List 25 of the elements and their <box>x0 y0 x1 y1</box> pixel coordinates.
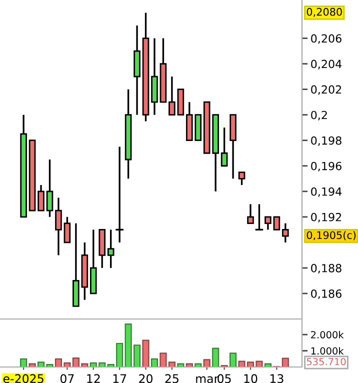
y-tick-label: 0,188 <box>311 264 342 274</box>
y-tick-label: 0,192 <box>311 212 342 222</box>
x-tick-label: 25 <box>165 374 178 383</box>
x-tick-label: 05 <box>218 374 231 383</box>
y-tick-label: 2.000k <box>311 330 344 338</box>
x-tick-label: e-2025 <box>3 374 44 383</box>
x-tick-label: 12 <box>87 374 100 383</box>
y-tick-label: 0,196 <box>311 162 342 172</box>
x-tick-label: 10 <box>244 374 258 383</box>
x-tick-label: mar <box>196 376 219 383</box>
y-tick-label: 0,194 <box>311 187 342 197</box>
y-tick-label: 0,186 <box>311 289 342 299</box>
y-tick-label: 0,206 <box>311 34 342 44</box>
x-tick-label: 07 <box>60 374 74 383</box>
y-tick-label: 0,2 <box>311 110 327 120</box>
text: 0,1905(c) <box>306 231 356 240</box>
y-tick-label: 0,202 <box>311 85 342 95</box>
y-tick-label: 0,198 <box>311 136 342 146</box>
y-tick-label: 0,204 <box>311 60 342 70</box>
x-tick-label: 17 <box>113 374 126 383</box>
x-tick-label: 20 <box>139 374 152 383</box>
x-tick-label: 13 <box>270 374 284 383</box>
text: 535.710 <box>306 358 346 366</box>
y-tick-label: 1.000k <box>311 347 344 355</box>
text: 0,2080 <box>306 8 342 17</box>
